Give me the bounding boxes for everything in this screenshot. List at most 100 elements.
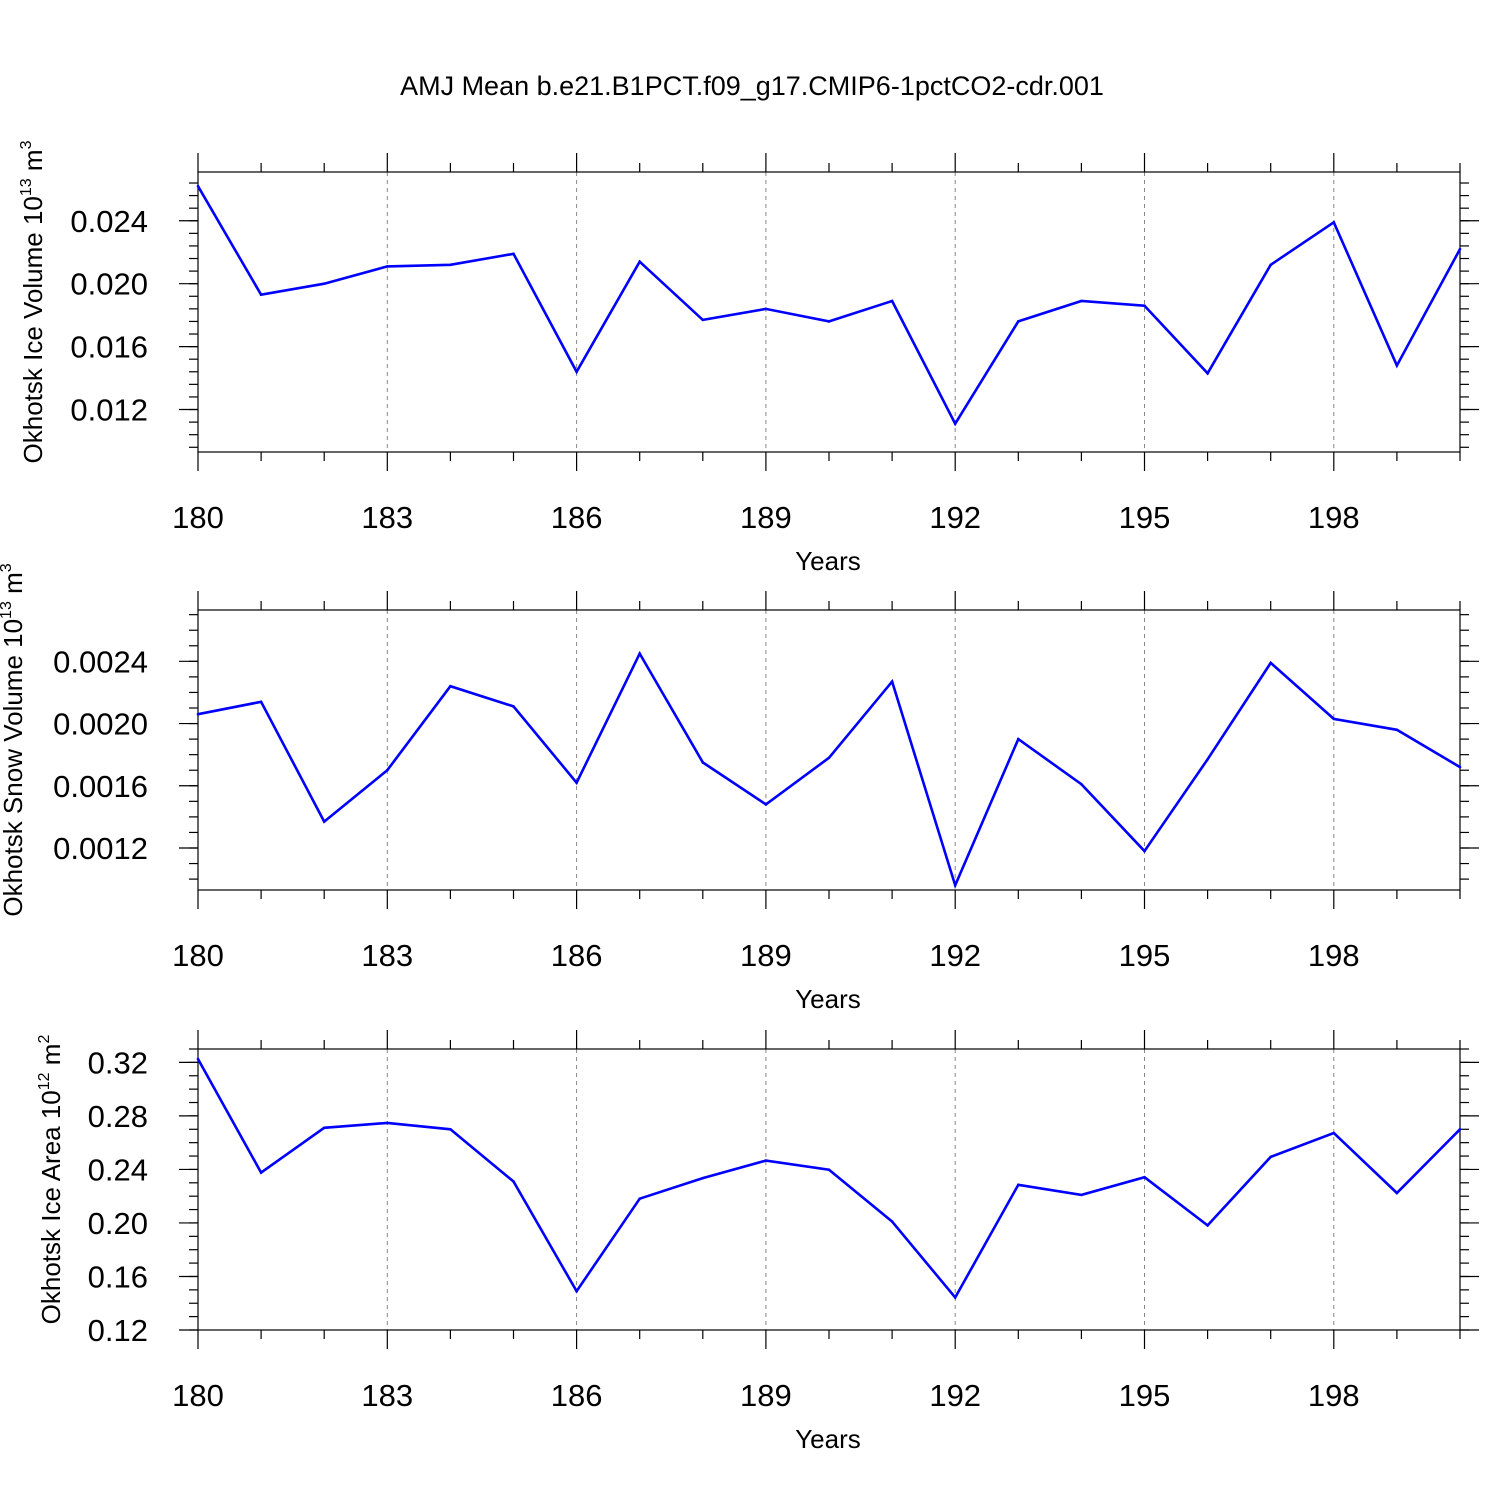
data-point bbox=[1458, 1127, 1462, 1131]
data-point bbox=[196, 712, 200, 716]
y-axis-label: Okhotsk Ice Volume 1013 m3 bbox=[18, 140, 48, 463]
y-axis-label-unit-exponent: 2 bbox=[36, 1035, 53, 1044]
data-point bbox=[890, 680, 894, 683]
x-tick-label: 192 bbox=[929, 1378, 981, 1413]
y-tick-label: 0.024 bbox=[70, 204, 148, 239]
x-tick-label: 195 bbox=[1119, 500, 1171, 535]
data-point bbox=[1458, 765, 1462, 769]
data-point bbox=[827, 1168, 831, 1171]
data-point bbox=[953, 422, 957, 425]
y-tick-label: 0.28 bbox=[88, 1099, 148, 1134]
y-axis-label-text: Okhotsk Snow Volume 10 bbox=[0, 619, 28, 917]
y-axis-label-unit: m bbox=[36, 1044, 66, 1073]
y-tick-label: 0.0012 bbox=[53, 831, 148, 866]
x-tick-label: 180 bbox=[172, 500, 224, 535]
chart-panel-3: 180 183 186 189 192 195 198 Years 0.12 0.16 0.20 0.… bbox=[36, 1030, 1479, 1454]
x-tick-label: 198 bbox=[1308, 500, 1360, 535]
x-tick-label: 186 bbox=[551, 1378, 603, 1413]
y-axis-label: Okhotsk Ice Area 1012 m2 bbox=[36, 1035, 66, 1325]
data-point bbox=[701, 1176, 705, 1180]
data-point bbox=[512, 705, 515, 708]
x-tick-label: 192 bbox=[929, 500, 981, 535]
data-point bbox=[1395, 364, 1399, 367]
y-tick-label: 0.0024 bbox=[53, 644, 148, 679]
data-point bbox=[575, 1289, 578, 1293]
x-tick-label: 183 bbox=[361, 1378, 413, 1413]
x-tick-label: 189 bbox=[740, 500, 792, 535]
data-point bbox=[1395, 1191, 1399, 1195]
y-axis-label-exponent: 12 bbox=[36, 1072, 53, 1090]
data-point bbox=[386, 768, 389, 772]
y-axis-label-text: Okhotsk Ice Volume 10 bbox=[18, 196, 48, 463]
y-tick-label: 0.0020 bbox=[53, 707, 148, 742]
data-point bbox=[575, 781, 578, 784]
data-point bbox=[1332, 221, 1336, 224]
chart-panel-2: 180 183 186 189 192 195 198 Years 0.0012 0.0016 0.… bbox=[0, 563, 1479, 1014]
data-point bbox=[1395, 728, 1399, 732]
y-axis-label-unit: m bbox=[0, 572, 28, 601]
x-tick-label: 189 bbox=[740, 1378, 792, 1413]
data-point bbox=[953, 1296, 957, 1299]
data-point bbox=[827, 320, 831, 323]
data-point bbox=[1143, 849, 1146, 853]
data-point bbox=[1206, 758, 1209, 761]
data-point bbox=[196, 1057, 200, 1061]
x-tick-label: 189 bbox=[740, 938, 792, 973]
data-point bbox=[701, 761, 705, 764]
y-tick-label: 0.0016 bbox=[53, 769, 148, 804]
data-point bbox=[575, 370, 578, 374]
x-tick-label: 198 bbox=[1308, 1378, 1360, 1413]
data-point bbox=[1332, 717, 1336, 721]
chart-panel-1: 180 183 186 189 192 195 198 Years 0.012 0.016 0.02… bbox=[18, 140, 1479, 576]
y-tick-label: 0.012 bbox=[70, 393, 148, 428]
x-tick-label: 186 bbox=[551, 938, 603, 973]
data-point bbox=[1017, 1183, 1020, 1187]
data-point bbox=[259, 700, 263, 704]
y-axis-label-exponent: 13 bbox=[18, 178, 35, 196]
data-point bbox=[1143, 304, 1146, 308]
y-axis-label-exponent: 13 bbox=[0, 601, 15, 619]
data-point bbox=[449, 684, 452, 688]
x-tick-label: 183 bbox=[361, 500, 413, 535]
data-point bbox=[1332, 1131, 1336, 1135]
data-point bbox=[701, 318, 705, 322]
data-point bbox=[638, 260, 641, 263]
y-axis-label-unit: m bbox=[18, 149, 48, 178]
data-point bbox=[1458, 247, 1462, 251]
data-point bbox=[1080, 299, 1083, 303]
chart-title: AMJ Mean b.e21.B1PCT.f09_g17.CMIP6-1pctC… bbox=[400, 71, 1104, 101]
data-point bbox=[890, 1220, 894, 1223]
data-point bbox=[322, 1126, 326, 1130]
y-axis-label: Okhotsk Snow Volume 1013 m3 bbox=[0, 563, 28, 916]
y-tick-label: 0.020 bbox=[70, 267, 148, 302]
data-point bbox=[827, 756, 831, 760]
data-point bbox=[1206, 1224, 1209, 1227]
data-point bbox=[1017, 737, 1020, 741]
data-point bbox=[764, 1159, 768, 1162]
data-point bbox=[449, 1127, 452, 1131]
data-point bbox=[322, 282, 326, 285]
data-point bbox=[764, 307, 768, 311]
y-tick-label: 0.16 bbox=[88, 1259, 148, 1294]
data-point bbox=[1206, 372, 1209, 375]
x-tick-label: 195 bbox=[1119, 1378, 1171, 1413]
y-tick-label: 0.016 bbox=[70, 330, 148, 365]
data-point bbox=[1269, 263, 1272, 267]
x-tick-label: 183 bbox=[361, 938, 413, 973]
x-axis-label: Years bbox=[795, 1424, 861, 1454]
data-point bbox=[764, 803, 768, 806]
data-point bbox=[638, 1197, 641, 1201]
data-point bbox=[386, 265, 389, 268]
data-point bbox=[890, 299, 894, 303]
x-tick-label: 192 bbox=[929, 938, 981, 973]
y-tick-label: 0.20 bbox=[88, 1206, 148, 1241]
data-point bbox=[1080, 1193, 1083, 1197]
data-point bbox=[322, 820, 326, 823]
data-point bbox=[512, 252, 515, 256]
y-tick-label: 0.32 bbox=[88, 1045, 148, 1080]
x-tick-label: 180 bbox=[172, 938, 224, 973]
y-tick-label: 0.12 bbox=[88, 1313, 148, 1348]
x-tick-label: 195 bbox=[1119, 938, 1171, 973]
data-point bbox=[512, 1180, 515, 1183]
